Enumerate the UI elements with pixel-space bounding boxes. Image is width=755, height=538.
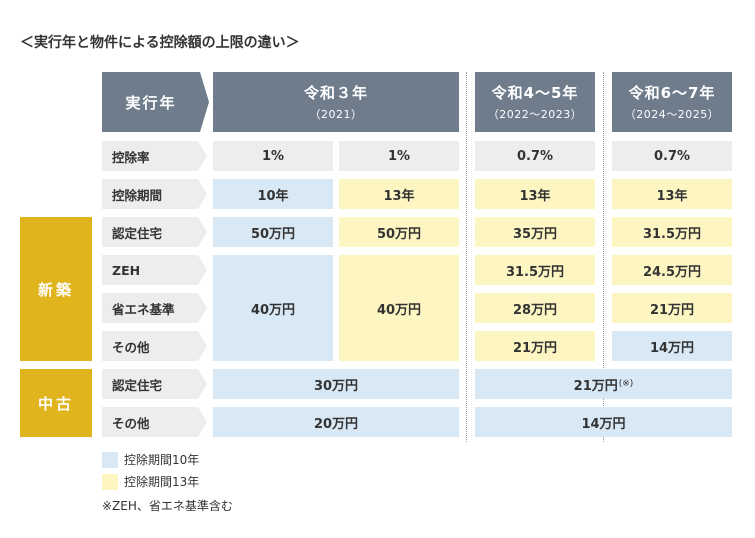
column-divider (603, 72, 604, 442)
category-used: 中古 (20, 369, 92, 437)
row-label-text: ZEH (112, 262, 141, 278)
category-new: 新築 (20, 217, 92, 361)
cell-used-other-r4: 14万円 (475, 407, 732, 437)
cell-used-other-r3: 20万円 (213, 407, 459, 437)
cell-rate-r3b: 1% (339, 141, 459, 171)
column-divider (466, 72, 467, 442)
cell-energy-r3b: 40万円 (339, 255, 459, 361)
legend-swatch-13 (102, 474, 118, 490)
year-label-header: 実行年 (102, 72, 209, 132)
page-title: ＜実行年と物件による控除額の上限の違い＞ (20, 35, 300, 51)
row-label-shape (102, 407, 207, 437)
row-label-text: その他 (112, 415, 150, 431)
row-label-other: その他 (102, 331, 207, 361)
header-r3: 令和３年 （2021） (213, 72, 459, 132)
row-label-text: 認定住宅 (112, 377, 163, 393)
row-label-text: その他 (112, 339, 150, 355)
legend-label-10: 控除期間10年 (124, 453, 200, 467)
cell-period-r3a: 10年 (213, 179, 333, 209)
cell-used-cert-r4: 21万円 (※) (475, 369, 732, 399)
cell-zeh-r67: 24.5万円 (612, 255, 732, 285)
cell-rate-r45: 0.7% (475, 141, 595, 171)
row-label-certified: 認定住宅 (102, 217, 207, 247)
cell-period-r67: 13年 (612, 179, 732, 209)
cell-period-r45: 13年 (475, 179, 595, 209)
row-label-used-other: その他 (102, 407, 207, 437)
row-label-shape (102, 369, 207, 399)
header-r67-sub: （2024～2025） (624, 108, 720, 121)
header-r45-title: 令和4～5年 (491, 84, 579, 102)
cell-other-r45: 21万円 (475, 331, 595, 361)
cell-used-cert-r4-value: 21万円 (573, 378, 618, 394)
row-label-period: 控除期間 (102, 179, 207, 209)
row-label-shape (102, 331, 207, 361)
year-label-shape (102, 72, 209, 132)
cell-zeh-r45: 31.5万円 (475, 255, 595, 285)
header-r67-title: 令和6～7年 (628, 84, 716, 102)
legend-swatch-10 (102, 452, 118, 468)
header-r45: 令和4～5年 （2022～2023） (475, 72, 595, 132)
cell-rate-r3a: 1% (213, 141, 333, 171)
note-mark: (※) (618, 379, 634, 389)
cell-cert-r3b: 50万円 (339, 217, 459, 247)
row-label-shape (102, 179, 207, 209)
row-label-shape (102, 141, 207, 171)
legend-label-13: 控除期間13年 (124, 475, 200, 489)
row-label-used-certified: 認定住宅 (102, 369, 207, 399)
cell-cert-r67: 31.5万円 (612, 217, 732, 247)
category-new-label: 新築 (37, 280, 74, 299)
row-label-text: 省エネ基準 (112, 301, 175, 317)
cell-energy-r3a: 40万円 (213, 255, 333, 361)
cell-used-cert-r3: 30万円 (213, 369, 459, 399)
row-label-shape (102, 255, 207, 285)
header-r45-sub: （2022～2023） (487, 108, 583, 121)
cell-cert-r45: 35万円 (475, 217, 595, 247)
row-label-shape (102, 217, 207, 247)
cell-energy-r67: 21万円 (612, 293, 732, 323)
year-label-text: 実行年 (125, 93, 177, 112)
row-label-text: 控除率 (112, 149, 150, 165)
category-used-label: 中古 (37, 394, 74, 413)
header-r3-title: 令和３年 (303, 84, 368, 102)
cell-energy-r45: 28万円 (475, 293, 595, 323)
row-label-text: 控除期間 (112, 187, 163, 203)
footnote: ※ZEH、省エネ基準含む (102, 499, 233, 513)
row-label-shape (102, 293, 207, 323)
header-r67: 令和6～7年 （2024～2025） (612, 72, 732, 132)
row-label-energy: 省エネ基準 (102, 293, 207, 323)
cell-cert-r3a: 50万円 (213, 217, 333, 247)
row-label-rate: 控除率 (102, 141, 207, 171)
row-label-zeh: ZEH (102, 255, 207, 285)
cell-rate-r67: 0.7% (612, 141, 732, 171)
header-r3-sub: （2021） (309, 108, 363, 121)
cell-period-r3b: 13年 (339, 179, 459, 209)
cell-other-r67: 14万円 (612, 331, 732, 361)
row-label-text: 認定住宅 (112, 225, 163, 241)
